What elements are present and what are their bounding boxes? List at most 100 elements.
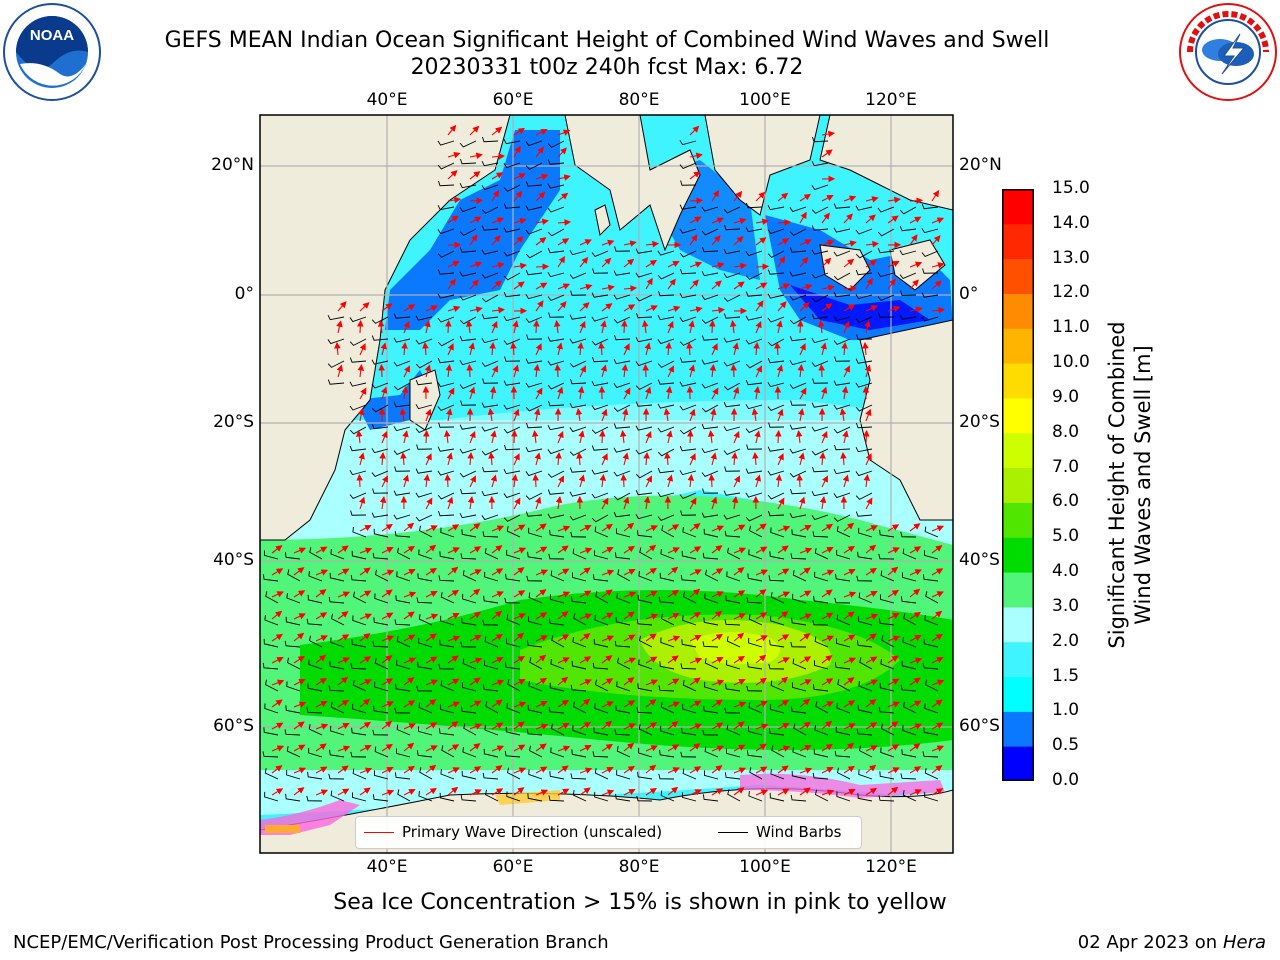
wave-direction-arrow [733,475,740,488]
wind-barb [745,404,763,410]
lon-tick-bottom: 120°E [865,857,917,877]
wave-direction-arrow [381,303,393,312]
wave-direction-arrow [271,699,283,708]
wave-direction-arrow [359,787,371,796]
wave-direction-arrow [887,613,900,620]
wind-barb [438,728,455,736]
wave-direction-arrow [689,125,700,136]
wind-barb [834,662,851,670]
wave-direction-arrow [909,546,922,554]
wave-direction-arrow [601,589,613,598]
wind-barb [460,488,477,495]
wind-barb [704,593,719,604]
wind-barb [307,771,323,780]
wind-barb [877,228,895,237]
wave-direction-arrow [578,430,585,444]
wave-direction-arrow [425,679,439,686]
wave-direction-arrow [403,657,417,664]
wind-barb [549,529,565,538]
wind-barb [903,613,917,626]
wind-barb [636,312,653,319]
wind-barb [615,528,631,538]
wind-barb [525,316,543,324]
wave-direction-arrow [666,474,674,488]
wind-barb [922,662,939,670]
wave-direction-arrow [535,635,548,642]
wave-direction-arrow [887,524,900,532]
wave-direction-arrow [557,192,569,202]
wind-barb [925,679,939,692]
wave-direction-arrow [711,306,726,314]
sea-ice-note: Sea Ice Concentration > 15% is shown in … [333,890,947,915]
wind-barb [724,224,741,231]
wave-direction-arrow [490,474,498,488]
wind-barb [880,658,895,670]
wave-direction-arrow [469,789,482,796]
wave-direction-arrow [623,304,636,312]
wind-barb [594,614,609,626]
wind-barb [329,749,345,758]
wind-barb [460,794,477,802]
wind-barb [374,593,389,604]
wind-barb [746,750,763,758]
wind-barb [503,138,521,145]
wave-direction-arrow [359,745,372,752]
colorbar-segment [1002,363,1034,399]
wind-barb [811,294,829,303]
wind-barb [481,272,499,279]
wind-barb [572,636,587,648]
wave-direction-arrow [599,473,607,488]
wave-direction-arrow [689,497,697,510]
wave-direction-arrow [576,451,583,466]
wave-direction-arrow [513,679,526,686]
wave-direction-arrow [689,677,701,686]
wave-direction-arrow [378,363,385,378]
wave-direction-arrow [469,635,482,642]
wind-barb [353,591,367,604]
wind-barb [769,551,785,560]
wave-direction-arrow [799,283,813,291]
wind-barb [793,723,807,736]
wind-barb [437,382,455,388]
wave-direction-arrow [777,723,790,730]
wave-direction-arrow [557,788,570,796]
wave-direction-arrow [645,656,658,664]
wave-direction-arrow [777,301,787,312]
wave-direction-arrow [623,387,631,400]
wave-direction-arrow [315,635,328,642]
wind-barb [878,312,895,318]
wind-barb [639,547,653,560]
wind-barb [768,728,785,736]
wind-barb [681,550,697,560]
wind-barb [614,334,631,341]
wind-barb [352,703,367,714]
wind-barb [837,767,851,780]
wind-barb [811,313,829,320]
wind-barb [481,184,499,191]
wind-barb [855,269,873,276]
wave-direction-arrow [579,283,593,291]
wave-direction-arrow [513,632,525,642]
wind-barb [415,514,433,522]
wind-barb [635,448,653,455]
wave-direction-arrow [469,197,484,204]
wind-barb [481,426,499,432]
wave-direction-arrow [358,452,365,466]
wind-barb [308,724,323,736]
wind-barb [657,314,675,321]
wind-barb [833,426,851,434]
wave-direction-arrow [909,766,922,774]
wave-direction-arrow [843,723,856,730]
wind-barb [703,528,719,538]
wave-direction-arrow [865,679,879,686]
wave-direction-arrow [645,567,657,576]
lon-tick-top: 80°E [618,90,660,110]
wave-direction-arrow [865,567,877,576]
wind-barb [503,272,521,281]
legend-label: Wind Barbs [756,823,842,841]
wave-direction-arrow [359,343,366,356]
wave-direction-arrow [821,149,833,158]
wind-barb [525,250,543,259]
wind-barb [724,772,741,780]
wind-barb [263,550,279,560]
